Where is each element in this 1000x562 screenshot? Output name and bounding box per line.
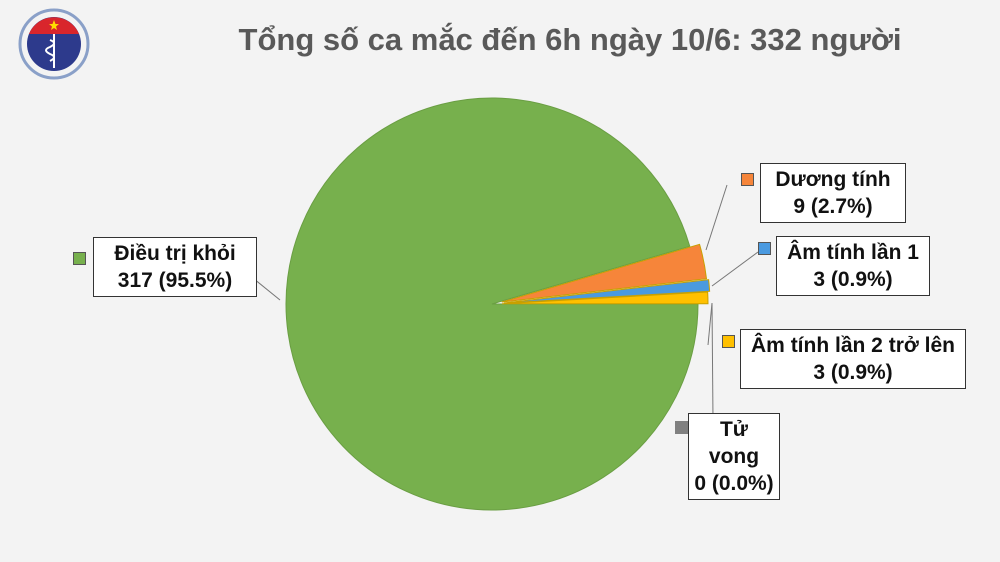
leader-line-duong-tinh — [705, 184, 728, 251]
label-name: Âm tính lần 1 — [787, 241, 919, 264]
label-value: 3 (0.9%) — [813, 268, 893, 291]
legend-key-blue — [758, 242, 771, 255]
label-name: Điều trị khỏi — [114, 242, 236, 265]
label-dieu-tri-khoi: Điều trị khỏi 317 (95.5%) — [93, 237, 257, 297]
pie-slice-0 — [285, 97, 699, 511]
chart-title: Tổng số ca mắc đến 6h ngày 10/6: 332 ngư… — [238, 22, 902, 57]
legend-key-gray — [675, 421, 688, 434]
label-name: Tử vong — [708, 418, 760, 468]
legend-key-orange — [741, 173, 754, 186]
leader-line-am-tinh-lan-1 — [711, 251, 759, 287]
pie-slice-2 — [503, 279, 711, 304]
legend-key-yellow — [722, 335, 735, 348]
label-value: 0 (0.0%) — [694, 472, 774, 495]
label-tu-vong: Tử vong 0 (0.0%) — [688, 413, 780, 500]
label-am-tinh-lan-1: Âm tính lần 1 3 (0.9%) — [776, 236, 930, 296]
pie-slice-1 — [501, 243, 708, 303]
leader-line-tu-vong — [711, 302, 714, 421]
ministry-of-health-logo — [18, 8, 90, 80]
pie-slice-3 — [501, 291, 709, 305]
leader-line-am-tinh-lan-2 — [707, 302, 713, 346]
label-duong-tinh: Dương tính 9 (2.7%) — [760, 163, 906, 223]
label-value: 9 (2.7%) — [793, 195, 873, 218]
label-value: 3 (0.9%) — [813, 361, 893, 384]
label-name: Âm tính lần 2 trở lên — [751, 334, 955, 357]
legend-key-green — [73, 252, 86, 265]
label-value: 317 (95.5%) — [117, 269, 233, 292]
label-am-tinh-lan-2: Âm tính lần 2 trở lên 3 (0.9%) — [740, 329, 966, 389]
label-name: Dương tính — [775, 168, 891, 191]
